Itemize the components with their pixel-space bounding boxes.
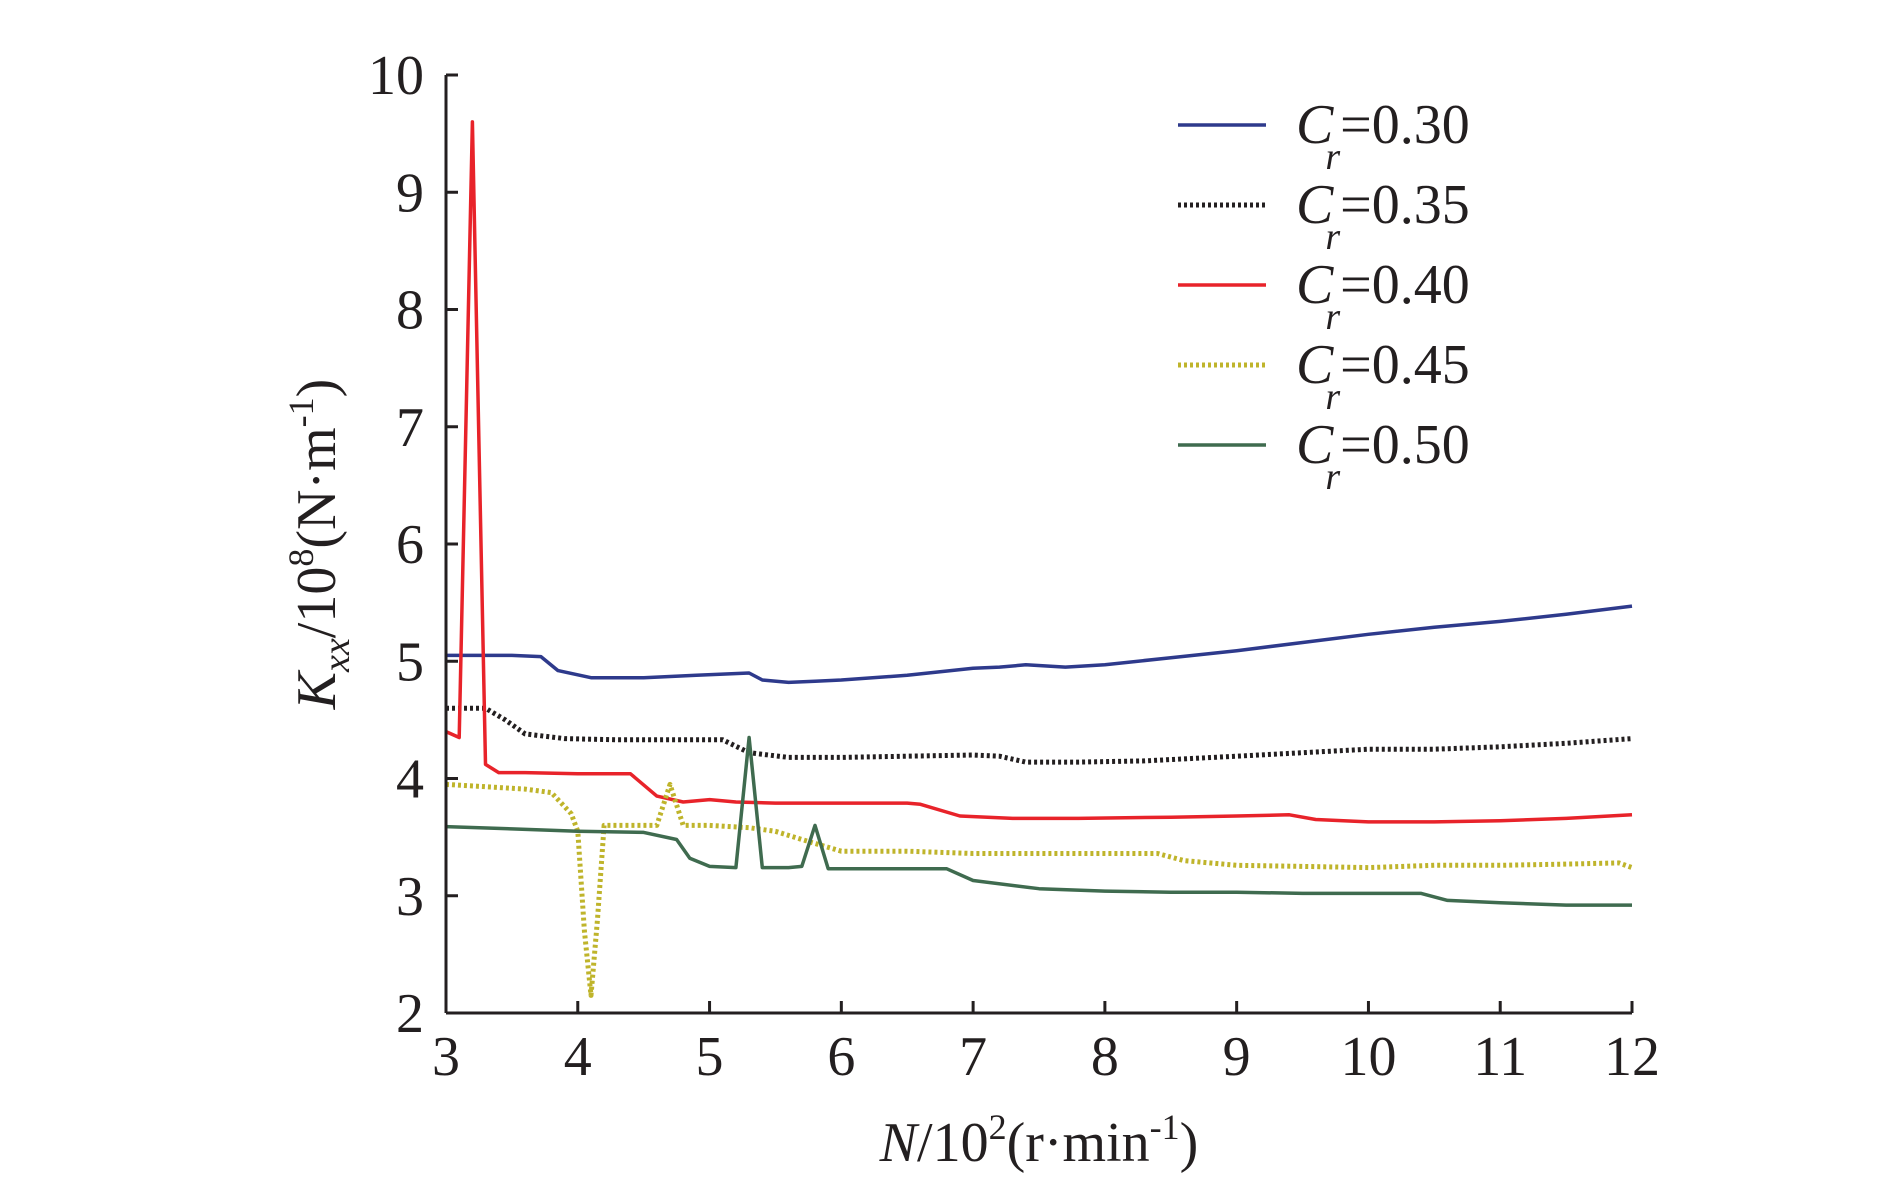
axis-titles: N/102(r·min-1)Kxx/108(N·m-1) xyxy=(281,379,1198,1174)
series-line-4 xyxy=(445,781,1633,998)
legend-value: =0.45 xyxy=(1340,334,1470,396)
series-line-1 xyxy=(446,604,1633,685)
y-title-close: ) xyxy=(286,379,348,398)
legend-sub: r xyxy=(1325,136,1340,178)
x-title-close: ) xyxy=(1180,1112,1199,1174)
legend-value: =0.30 xyxy=(1340,94,1470,156)
y-title-text: /10 xyxy=(286,567,348,639)
x-tick-label: 11 xyxy=(1473,1026,1527,1088)
legend-sub: r xyxy=(1325,296,1340,338)
y-axis-title: Kxx/108(N·m-1) xyxy=(281,379,358,711)
y-tick-label: 2 xyxy=(396,983,424,1045)
x-title-text: /10 xyxy=(917,1112,989,1174)
x-tick-label: 3 xyxy=(432,1026,460,1088)
y-tick-label: 4 xyxy=(396,749,424,811)
x-tick-label: 10 xyxy=(1340,1026,1396,1088)
x-tick-label: 12 xyxy=(1604,1026,1660,1088)
x-tick-label: 6 xyxy=(827,1026,855,1088)
series-group xyxy=(445,120,1633,998)
legend-var: C xyxy=(1296,414,1334,476)
x-tick-label: 7 xyxy=(959,1026,987,1088)
x-title-unit: (r·min xyxy=(1007,1112,1150,1174)
legend-value: =0.40 xyxy=(1340,254,1470,316)
legend-var: C xyxy=(1296,334,1334,396)
series-line-2 xyxy=(446,705,1633,765)
y-title-sub: xx xyxy=(316,638,358,673)
y-tick-label: 8 xyxy=(396,280,424,342)
y-tick-label: 6 xyxy=(396,514,424,576)
legend-sub: r xyxy=(1325,456,1340,498)
x-tick-label: 4 xyxy=(564,1026,592,1088)
y-tick-label: 10 xyxy=(368,45,424,107)
y-title-var: K xyxy=(286,669,348,710)
x-tick-label: 9 xyxy=(1223,1026,1251,1088)
y-title-unit-sup: -1 xyxy=(281,397,321,427)
y-title-sup: 8 xyxy=(281,549,321,567)
legend-var: C xyxy=(1296,174,1334,236)
y-title-unit: (N·m xyxy=(286,427,348,548)
x-title-unit-sup: -1 xyxy=(1150,1107,1180,1147)
series-line-3 xyxy=(445,120,1633,824)
x-title-sup: 2 xyxy=(989,1107,1007,1147)
x-title-var: N xyxy=(879,1112,920,1174)
series-line-5 xyxy=(445,735,1632,907)
y-tick-label: 5 xyxy=(396,631,424,693)
legend-value: =0.35 xyxy=(1340,174,1470,236)
y-tick-label: 3 xyxy=(396,866,424,928)
x-tick-label: 5 xyxy=(696,1026,724,1088)
legend-sub: r xyxy=(1325,376,1340,418)
y-tick-label: 9 xyxy=(396,162,424,224)
legend-var: C xyxy=(1296,254,1334,316)
legend-value: =0.50 xyxy=(1340,414,1470,476)
legend-sub: r xyxy=(1325,216,1340,258)
x-axis-title: N/102(r·min-1) xyxy=(879,1107,1199,1174)
x-tick-label: 8 xyxy=(1091,1026,1119,1088)
y-tick-label: 7 xyxy=(396,397,424,459)
legend-var: C xyxy=(1296,94,1334,156)
